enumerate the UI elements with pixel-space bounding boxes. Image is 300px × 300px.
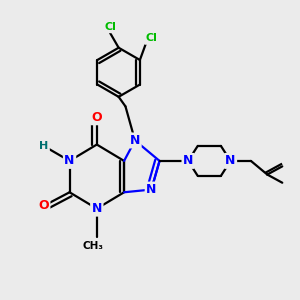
Text: CH₃: CH₃ — [82, 241, 103, 251]
Text: H: H — [39, 141, 48, 151]
Text: Cl: Cl — [104, 22, 116, 32]
Text: O: O — [92, 111, 102, 124]
Text: N: N — [92, 202, 102, 215]
Text: O: O — [38, 200, 49, 212]
Text: N: N — [146, 183, 157, 196]
Text: N: N — [225, 154, 236, 167]
Text: Cl: Cl — [145, 33, 157, 43]
Text: N: N — [183, 154, 194, 167]
Text: N: N — [130, 134, 140, 147]
Text: N: N — [64, 154, 75, 167]
Text: H: H — [39, 141, 48, 151]
Text: CH₃: CH₃ — [82, 240, 103, 250]
